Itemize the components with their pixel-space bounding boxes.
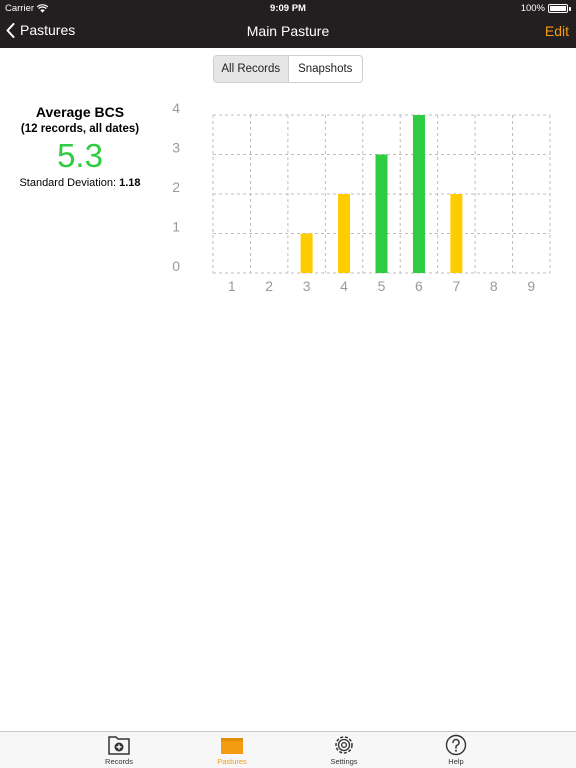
tab-records[interactable]: Records xyxy=(79,734,159,768)
back-label: Pastures xyxy=(20,22,76,38)
tab-help[interactable]: Help xyxy=(416,734,496,768)
x-tick-label: 8 xyxy=(490,278,498,294)
y-tick-label: 1 xyxy=(172,219,180,235)
tab-bar: Records Pastures Settings Help xyxy=(0,731,576,768)
stats-panel: Average BCS (12 records, all dates) 5.3 … xyxy=(0,104,160,189)
records-icon xyxy=(108,736,130,755)
pastures-icon xyxy=(221,738,243,754)
bar-bcs-4 xyxy=(338,194,351,273)
page-title: Main Pasture xyxy=(246,23,330,39)
bcs-distribution-chart: 0 1 2 3 4 1 2 3 4 5 6 7 8 9 xyxy=(172,100,551,294)
x-tick-label: 6 xyxy=(415,278,423,294)
bar-bcs-6 xyxy=(412,115,425,273)
segmented-control: All Records Snapshots xyxy=(213,55,363,83)
chevron-left-icon xyxy=(6,22,15,38)
tab-settings-label: Settings xyxy=(330,757,358,766)
tab-pastures[interactable]: Pastures xyxy=(192,734,272,768)
stats-heading: Average BCS xyxy=(35,104,125,120)
carrier-group: Carrier xyxy=(5,3,49,14)
tab-pastures-label: Pastures xyxy=(217,757,247,766)
x-tick-label: 3 xyxy=(303,278,311,294)
stats-subtitle: (12 records, all dates) xyxy=(20,123,140,135)
y-tick-label: 4 xyxy=(172,100,180,116)
tab-settings[interactable]: Settings xyxy=(304,734,384,768)
bar-bcs-3 xyxy=(300,233,313,273)
top-bar: Carrier 9:09 PM 100% Pastures xyxy=(0,0,576,48)
x-tick-label: 7 xyxy=(452,278,460,294)
sd-label: Standard Deviation: xyxy=(19,177,117,189)
bar-bcs-5 xyxy=(375,154,388,273)
status-time: 9:09 PM xyxy=(270,3,306,14)
tab-records-label: Records xyxy=(105,757,133,766)
back-button[interactable]: Pastures xyxy=(6,22,75,38)
average-bcs-value: 5.3 xyxy=(57,137,103,174)
y-tick-label: 0 xyxy=(172,258,180,274)
battery-tip xyxy=(569,6,571,11)
edit-button[interactable]: Edit xyxy=(544,23,569,39)
navigation-bar: Pastures Main Pasture Edit xyxy=(0,16,576,48)
y-tick-label: 3 xyxy=(172,140,180,156)
x-tick-label: 2 xyxy=(265,278,273,294)
standard-deviation: Standard Deviation: 1.18 xyxy=(0,177,160,189)
y-tick-label: 2 xyxy=(172,179,180,195)
segment-all-records[interactable]: All Records xyxy=(214,56,289,82)
battery-percent: 100% xyxy=(520,3,545,14)
gear-icon xyxy=(335,736,353,754)
battery-icon xyxy=(548,4,568,13)
tab-help-label: Help xyxy=(448,757,464,766)
bar-bcs-7 xyxy=(450,194,463,273)
carrier-label: Carrier xyxy=(5,3,35,14)
battery-group: 100% xyxy=(521,3,571,14)
x-tick-label: 4 xyxy=(340,278,348,294)
x-tick-label: 5 xyxy=(378,278,386,294)
x-tick-label: 9 xyxy=(527,278,535,294)
segment-snapshots[interactable]: Snapshots xyxy=(298,63,353,75)
wifi-icon xyxy=(37,4,49,13)
sd-value: 1.18 xyxy=(119,177,141,189)
help-icon xyxy=(445,734,467,756)
status-bar: Carrier 9:09 PM 100% xyxy=(0,0,576,16)
x-tick-label: 1 xyxy=(228,278,236,294)
